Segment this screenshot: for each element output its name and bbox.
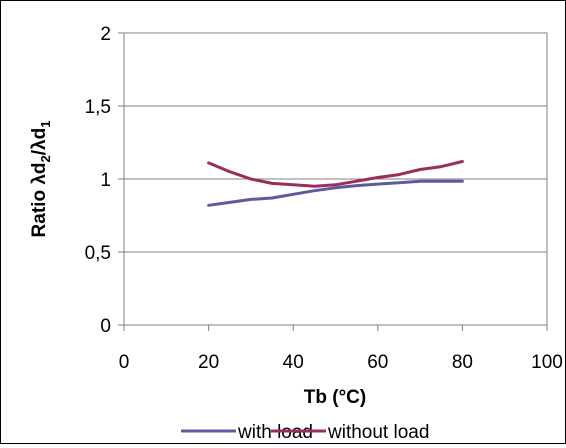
legend-label-1: without load — [327, 422, 429, 443]
x-axis-ticks: 0 20 40 60 80 100 — [119, 325, 563, 373]
y-tick-label-1: 0,5 — [85, 243, 111, 264]
series-lines — [207, 160, 464, 207]
series-line-0 — [207, 179, 464, 207]
x-axis-label: Tb (°C) — [304, 387, 366, 408]
legend: with loadwithout load — [181, 422, 429, 443]
y-tick-label-2: 1 — [100, 170, 111, 191]
y-axis-label-sub2: 1 — [38, 121, 53, 128]
y-tick-label-0: 0 — [100, 316, 111, 337]
y-tick-label-3: 1,5 — [85, 97, 111, 118]
y-axis-label: Ratio λd2/λd1 — [29, 121, 53, 238]
y-axis-label-sub1: 2 — [38, 155, 53, 162]
x-tick-label-3: 60 — [367, 352, 388, 373]
y-axis-label-base: Ratio λd — [29, 162, 50, 237]
y-axis-ticks: 0 0,5 1 1,5 2 — [85, 24, 124, 337]
y-axis-label-mid: /λd — [29, 128, 50, 155]
x-tick-label-0: 0 — [119, 352, 130, 373]
x-tick-label-1: 20 — [198, 352, 219, 373]
series-line-1 — [207, 160, 464, 188]
x-tick-label-4: 80 — [452, 352, 473, 373]
x-tick-label-2: 40 — [283, 352, 304, 373]
y-tick-label-4: 2 — [100, 24, 111, 45]
x-tick-label-5: 100 — [531, 352, 563, 373]
gridlines — [124, 105, 547, 253]
